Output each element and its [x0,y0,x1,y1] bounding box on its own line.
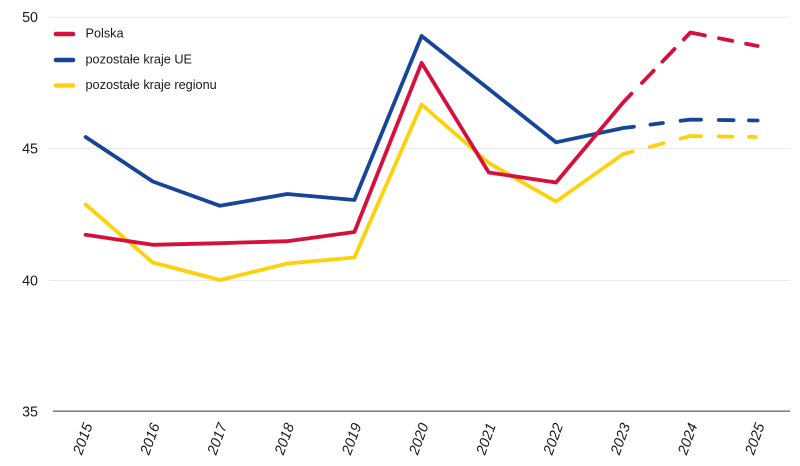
svg-text:45: 45 [22,142,38,158]
svg-text:40: 40 [22,274,38,290]
svg-text:50: 50 [22,10,38,26]
svg-text:pozostałe kraje regionu: pozostałe kraje regionu [86,78,217,92]
svg-text:35: 35 [22,404,38,420]
svg-text:pozostałe kraje UE: pozostałe kraje UE [86,53,193,67]
svg-text:Polska: Polska [86,27,125,41]
